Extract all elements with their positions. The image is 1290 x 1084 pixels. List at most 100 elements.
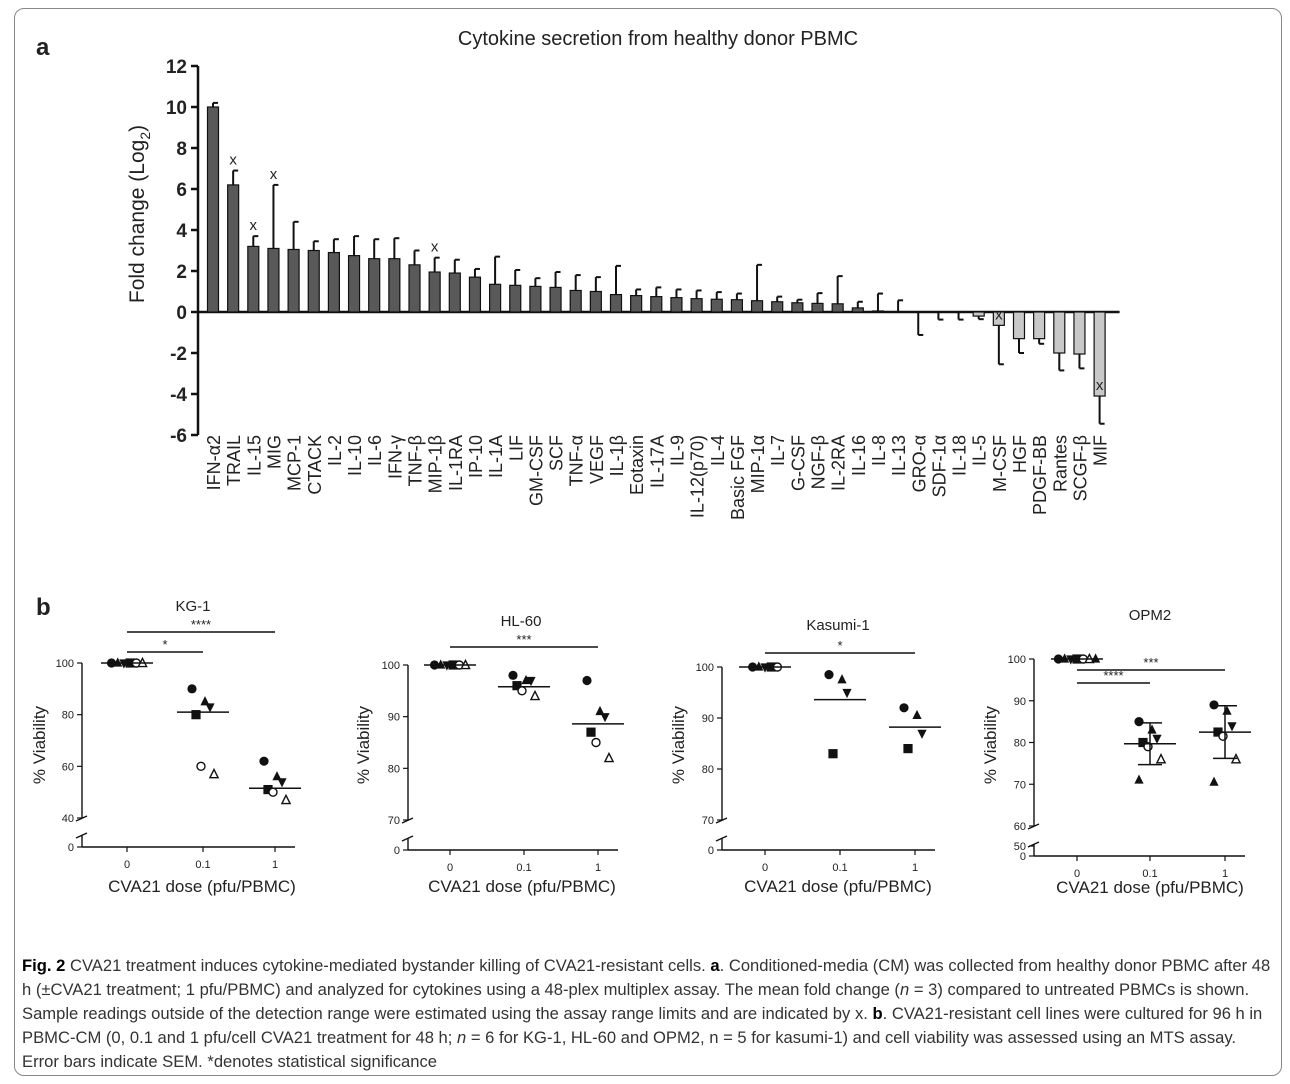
x-label-scf: SCF: [547, 435, 567, 471]
bar-rantes: [1053, 311, 1066, 354]
bar-tnf: [569, 289, 582, 313]
bar-il-1a: [489, 283, 502, 313]
significance-label: ***: [1143, 655, 1158, 670]
x-label-hgf: HGF: [1010, 435, 1030, 473]
bar-scf: [549, 286, 562, 313]
bar-ngf: [811, 302, 824, 313]
x-label-mip-1: MIP-1β: [426, 435, 446, 493]
plot-title-opm2: OPM2: [1129, 607, 1172, 624]
x-label-ifn-2: IFN-α2: [204, 435, 224, 490]
plot-y-tick-label: 50: [1014, 841, 1026, 853]
data-point-hl-60-1: [600, 713, 610, 723]
bar-ifn-2: [206, 106, 220, 313]
x-label-mip-1: MIP-1α: [748, 435, 768, 493]
x-label-tnf: TNF-α: [567, 435, 587, 486]
panel-a-y-tick-label: -6: [170, 426, 187, 447]
data-point-opm2-0: [1060, 653, 1070, 663]
x-label-il-5: IL-5: [970, 435, 990, 466]
plot-title-hl-60: HL-60: [501, 613, 542, 630]
plot-y-tick-label: 90: [388, 712, 400, 724]
data-point-hl-60-0-1: [508, 670, 518, 680]
figure-caption: Fig. 2 CVA21 treatment induces cytokine-…: [22, 954, 1272, 1074]
x-label-il-16: IL-16: [849, 435, 869, 476]
panel-a-y-tick-label: 0: [176, 303, 187, 324]
plot-title-kg-1: KG-1: [175, 598, 210, 615]
data-point-kg-1-1: [268, 787, 278, 797]
x-label-il-1a: IL-1A: [486, 435, 506, 478]
x-label-lif: LIF: [506, 435, 526, 461]
out-of-range-mark-il-15: x: [250, 217, 258, 234]
bar-scgf: [1073, 311, 1086, 355]
x-label-il-1ra: IL-1RA: [446, 435, 466, 491]
data-point-opm2-1: [1222, 705, 1232, 715]
plot-xlabel: CVA21 dose (pfu/PBMC): [428, 877, 616, 896]
x-label-il-12-p70: IL-12(p70): [688, 435, 708, 518]
data-point-hl-60-0-1: [526, 676, 536, 687]
data-point-kasumi-1-0-1: [837, 674, 847, 684]
panel-b-letter: b: [36, 594, 51, 621]
x-label-il-13: IL-13: [889, 435, 909, 476]
panel-a-ylabel-main: Fold change (Log: [126, 140, 149, 303]
plot-x-tick-label: 1: [595, 862, 601, 874]
x-label-mif: MIF: [1091, 435, 1111, 466]
data-point-hl-60-0-1: [517, 686, 527, 696]
caption-a-n: n: [899, 980, 910, 999]
out-of-range-mark-mig: x: [270, 166, 278, 183]
caption-b-n: n: [457, 1028, 467, 1047]
x-label-eotaxin: Eotaxin: [627, 435, 647, 495]
caption-a-text-1: . Conditioned-media (CM) was collected f…: [22, 956, 1271, 999]
bar-il-15: [247, 245, 260, 313]
data-point-opm2-1: [1218, 731, 1228, 741]
plot-y-tick-label: 0: [394, 845, 400, 857]
data-point-opm2-0-1: [1155, 753, 1167, 764]
bar-mig: [267, 247, 280, 313]
plot-title-kasumi-1: Kasumi-1: [806, 617, 869, 634]
bar-il-2ra: [831, 303, 844, 313]
data-point-opm2-1: [1209, 776, 1219, 786]
x-label-m-csf: M-CSF: [990, 435, 1010, 492]
plot-y-tick-label: 0: [68, 842, 74, 854]
x-label-basic-fgf: Basic FGF: [728, 435, 748, 520]
data-point-hl-60-1: [595, 705, 605, 716]
panel-a-y-tick-label: -2: [170, 344, 187, 365]
significance-label: *: [837, 638, 842, 653]
panel-a-plot: -6 -4 -2 0 2 4 6 8 10 12 IFN-α2 x TRAIL x IL-15 x MIG MCP…: [166, 57, 1120, 520]
x-label-il-7: IL-7: [768, 435, 788, 466]
plot-y-tick-label: 100: [382, 660, 400, 672]
x-label-il-1: IL-1β: [607, 435, 627, 476]
plot-ylabel: % Viability: [669, 705, 688, 784]
out-of-range-mark-m-csf: x: [995, 306, 1003, 323]
plot-x-tick-label: 1: [1222, 868, 1228, 880]
bar-mcp-1: [287, 248, 300, 313]
plot-y-tick-label: 0: [708, 845, 714, 857]
data-point-opm2-0: [1091, 653, 1101, 663]
data-point-hl-60-0-1: [529, 689, 541, 701]
bar-il-1ra: [448, 272, 461, 313]
bar-il-4: [710, 298, 723, 313]
x-label-gm-csf: GM-CSF: [526, 435, 546, 506]
plot-x-tick-label: 0: [447, 862, 453, 874]
plot-y-tick-label: 70: [702, 815, 714, 827]
bar-lif: [509, 284, 522, 313]
data-point-hl-60-1: [603, 751, 615, 763]
x-label-il-18: IL-18: [950, 435, 970, 476]
x-label-sdf-1: SDF-1α: [929, 435, 949, 497]
data-point-kasumi-1-1: [912, 709, 922, 720]
x-label-mig: MIG: [264, 435, 284, 469]
plot-y-tick-label: 100: [56, 658, 74, 670]
bar-basic-fgf: [730, 299, 744, 313]
plot-xlabel: CVA21 dose (pfu/PBMC): [1056, 878, 1244, 897]
panel-a-y-tick-label: 4: [176, 221, 187, 242]
x-label-tnf: TNF-β: [406, 435, 426, 486]
data-point-kasumi-1-0-1: [842, 688, 852, 699]
plot-y-tick-label: 80: [702, 764, 714, 776]
data-point-kg-1-1: [272, 771, 282, 781]
axis-break-mark: [401, 835, 414, 842]
bar-il-7: [771, 301, 784, 313]
caption-b-label: b: [872, 1004, 883, 1023]
plot-xlabel: CVA21 dose (pfu/PBMC): [108, 877, 296, 896]
data-point-hl-60-0-1: [512, 681, 522, 691]
plot-y-tick-label: 100: [696, 662, 714, 674]
x-label-mcp-1: MCP-1: [285, 435, 305, 491]
